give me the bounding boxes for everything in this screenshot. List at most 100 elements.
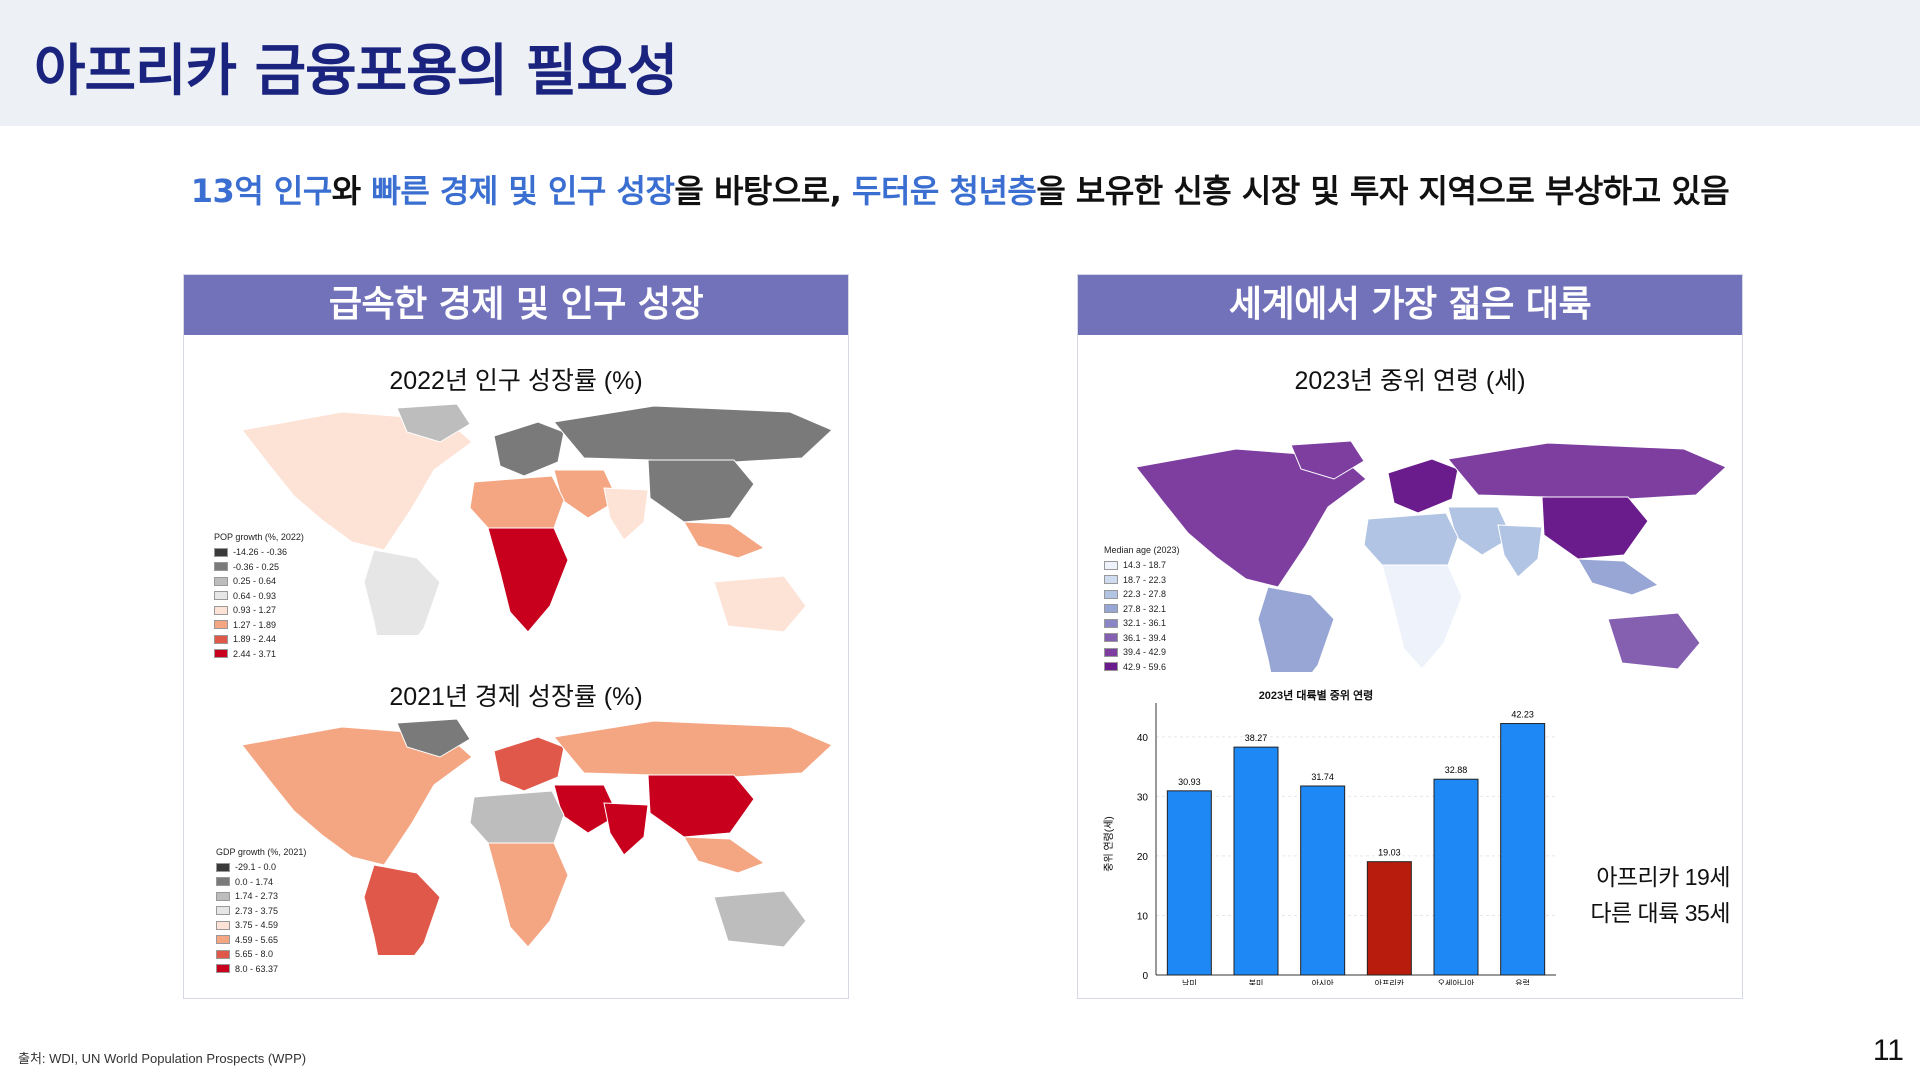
age-world-map <box>1135 440 1726 672</box>
pop-legend-label: 1.89 - 2.44 <box>233 634 277 645</box>
pop-region-russia-north-asia <box>553 405 832 463</box>
gdp-legend-item: 8.0 - 63.37 <box>216 962 306 977</box>
median-age-panel-header: 세계에서 가장 젊은 대륙 <box>1078 275 1742 335</box>
bar-value-label: 30.93 <box>1178 777 1201 787</box>
pop-map-title: 2022년 인구 성장률 (%) <box>389 367 643 395</box>
gdp-legend-swatch <box>216 862 230 872</box>
slide-subtitle: 13억 인구와 빠른 경제 및 인구 성장을 바탕으로, 두터운 청년층을 보유… <box>0 166 1920 212</box>
pop-legend-swatch <box>214 649 228 659</box>
pop-legend-label: 0.64 - 0.93 <box>233 590 277 601</box>
y-tick-label: 30 <box>1137 792 1149 803</box>
pop-legend-swatch <box>214 562 228 572</box>
age-legend-item: 39.4 - 42.9 <box>1104 645 1180 660</box>
y-tick-label: 10 <box>1137 911 1149 922</box>
bar-value-label: 31.74 <box>1311 772 1334 782</box>
pop-legend-label: 2.44 - 3.71 <box>233 648 277 659</box>
age-legend-item: 18.7 - 22.3 <box>1104 573 1180 588</box>
bar-5 <box>1500 723 1546 976</box>
gdp-region-southeast-asia <box>683 836 766 874</box>
bar-value-label: 32.88 <box>1445 765 1468 775</box>
age-region-south-asia <box>1497 524 1543 578</box>
pop-legend-item: 0.93 - 1.27 <box>214 603 304 618</box>
bar-value-label: 38.27 <box>1245 733 1268 743</box>
pop-region-europe <box>493 421 565 477</box>
gdp-legend-item: 4.59 - 5.65 <box>216 933 306 948</box>
x-tick-label: 남미 <box>1182 979 1197 985</box>
pop-legend-item: 0.64 - 0.93 <box>214 589 304 604</box>
other-continents-age-note: 다른 대륙 35세 <box>1590 900 1730 926</box>
age-legend-label: 42.9 - 59.6 <box>1123 661 1167 672</box>
subtitle-highlight: 두터운 청년층 <box>852 172 1037 210</box>
pop-map-legend: POP growth (%, 2022) -14.26 - -0.36 -0.36… <box>214 532 304 661</box>
pop-legend-swatch <box>214 547 228 557</box>
age-legend-item: 32.1 - 36.1 <box>1104 616 1180 631</box>
age-legend-label: 36.1 - 39.4 <box>1123 632 1167 643</box>
pop-legend-swatch <box>214 605 228 615</box>
slide-title: 아프리카 금융포용의 필요성 <box>34 39 678 104</box>
gdp-world-map <box>241 718 832 955</box>
header-band <box>0 0 1920 126</box>
age-legend-label: 14.3 - 18.7 <box>1123 560 1167 571</box>
pop-region-east-asia <box>647 459 755 523</box>
gdp-legend-item: 3.75 - 4.59 <box>216 918 306 933</box>
gdp-map-legend: GDP growth (%, 2021) -29.1 - 0.0 0.0 - 1.… <box>216 847 306 976</box>
age-legend-swatch <box>1104 589 1118 599</box>
gdp-legend-label: -29.1 - 0.0 <box>235 862 277 873</box>
pop-region-south-america <box>363 549 441 635</box>
bar-2 <box>1300 785 1346 976</box>
pop-legend-swatch <box>214 576 228 586</box>
chart-title: 2023년 대륙별 중위 연령 <box>1258 690 1374 702</box>
y-tick-label: 20 <box>1137 852 1149 863</box>
gdp-region-greenland <box>396 718 471 758</box>
bar-4 <box>1433 778 1479 976</box>
pop-legend-label: -14.26 - -0.36 <box>233 547 288 558</box>
gdp-region-north-africa <box>469 790 565 844</box>
gdp-legend-label: 0.0 - 1.74 <box>235 876 274 887</box>
age-legend-item: 14.3 - 18.7 <box>1104 558 1180 573</box>
bar-3 <box>1366 861 1412 976</box>
gdp-legend-label: 2.73 - 3.75 <box>235 905 279 916</box>
bar-chart-svg: 0 10 20 30 40 중위 연령(세) 30.93 남미 38.27 북미 31.74 아시아 1… <box>1102 703 1556 988</box>
x-tick-label: 북미 <box>1249 979 1264 985</box>
x-tick-label: 유럽 <box>1515 979 1530 985</box>
growth-panel-header: 급속한 경제 및 인구 성장 <box>184 275 848 335</box>
y-tick-label: 0 <box>1142 971 1148 982</box>
age-legend-swatch <box>1104 647 1118 657</box>
age-region-south-america <box>1257 586 1335 672</box>
age-map-legend: Median age (2023) 14.3 - 18.7 18.7 - 22.3… <box>1104 545 1180 674</box>
pop-region-oceania <box>713 575 807 633</box>
pop-legend-label: -0.36 - 0.25 <box>233 561 280 572</box>
age-legend-label: 18.7 - 22.3 <box>1123 574 1167 585</box>
age-legend-item: 22.3 - 27.8 <box>1104 587 1180 602</box>
bar-1 <box>1233 746 1279 976</box>
age-map-title: 2023년 중위 연령 (세) <box>1294 367 1526 395</box>
pop-legend-title: POP growth (%, 2022) <box>214 532 304 542</box>
growth-panel: 급속한 경제 및 인구 성장 2022년 인구 성장률 (%) POP grow… <box>183 274 849 999</box>
pop-region-sub-saharan-africa <box>487 527 569 633</box>
age-region-oceania <box>1607 612 1701 670</box>
gdp-legend-swatch <box>216 964 230 974</box>
subtitle-highlight: 빠른 경제 및 인구 성장 <box>371 172 675 210</box>
pop-legend-item: -14.26 - -0.36 <box>214 545 304 560</box>
age-region-europe <box>1387 458 1459 514</box>
gdp-legend-swatch <box>216 877 230 887</box>
gdp-legend-item: 0.0 - 1.74 <box>216 875 306 890</box>
page-number: 11 <box>1872 1034 1904 1067</box>
pop-legend-item: 1.89 - 2.44 <box>214 632 304 647</box>
gdp-region-east-asia <box>647 774 755 838</box>
x-tick-label: 오세아니아 <box>1438 978 1475 985</box>
age-legend-item: 27.8 - 32.1 <box>1104 602 1180 617</box>
africa-age-note: 아프리카 19세 <box>1596 864 1730 890</box>
gdp-region-sub-saharan-africa <box>487 842 569 948</box>
gdp-legend-label: 4.59 - 5.65 <box>235 934 279 945</box>
pop-legend-label: 0.93 - 1.27 <box>233 605 277 616</box>
pop-legend-item: 1.27 - 1.89 <box>214 618 304 633</box>
age-legend-swatch <box>1104 560 1118 570</box>
age-legend-swatch <box>1104 604 1118 614</box>
age-legend-swatch <box>1104 633 1118 643</box>
gdp-legend-label: 8.0 - 63.37 <box>235 963 279 974</box>
gdp-legend-item: -29.1 - 0.0 <box>216 860 306 875</box>
pop-growth-map <box>202 400 832 635</box>
pop-legend-item: -0.36 - 0.25 <box>214 560 304 575</box>
subtitle-highlight: 13억 인구 <box>190 172 333 210</box>
